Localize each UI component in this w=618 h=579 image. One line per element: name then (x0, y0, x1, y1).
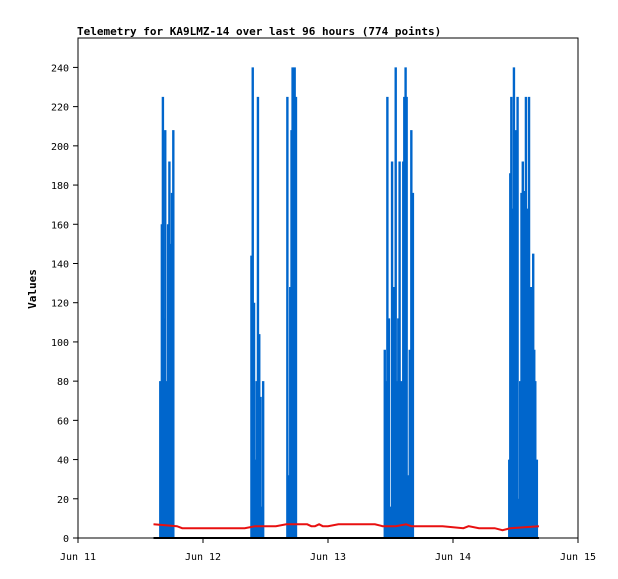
y-tick-label: 20 (57, 495, 69, 506)
series-line (153, 523, 539, 532)
series-0 (159, 67, 539, 538)
y-axis-label: Values (26, 269, 39, 309)
y-axis-ticks: 0 20 40 60 80 100 120 140 160 180 200 220 240 (51, 63, 78, 545)
y-tick-label: 0 (63, 534, 69, 545)
x-tick-label: Jun 13 (310, 552, 346, 563)
y-tick-label: 100 (51, 338, 69, 349)
x-axis-ticks: Jun 11 Jun 12 Jun 13 Jun 14 Jun 15 (60, 538, 596, 563)
y-tick-label: 240 (51, 63, 69, 74)
y-tick-label: 220 (51, 103, 69, 114)
series-1 (153, 523, 539, 532)
y-tick-label: 120 (51, 299, 69, 310)
y-tick-label: 140 (51, 259, 69, 270)
y-tick-label: 80 (57, 377, 69, 388)
x-tick-label: Jun 15 (560, 552, 596, 563)
chart-title: Telemetry for KA9LMZ-14 over last 96 hou… (77, 25, 441, 38)
y-tick-label: 200 (51, 142, 69, 153)
x-tick-label: Jun 14 (435, 552, 471, 563)
x-tick-label: Jun 11 (60, 552, 96, 563)
plot-frame (77, 37, 579, 539)
y-tick-label: 60 (57, 416, 69, 427)
y-tick-label: 180 (51, 181, 69, 192)
x-tick-label: Jun 12 (185, 552, 221, 563)
y-tick-label: 160 (51, 220, 69, 231)
y-tick-label: 40 (57, 456, 69, 467)
series-layer (153, 67, 539, 539)
